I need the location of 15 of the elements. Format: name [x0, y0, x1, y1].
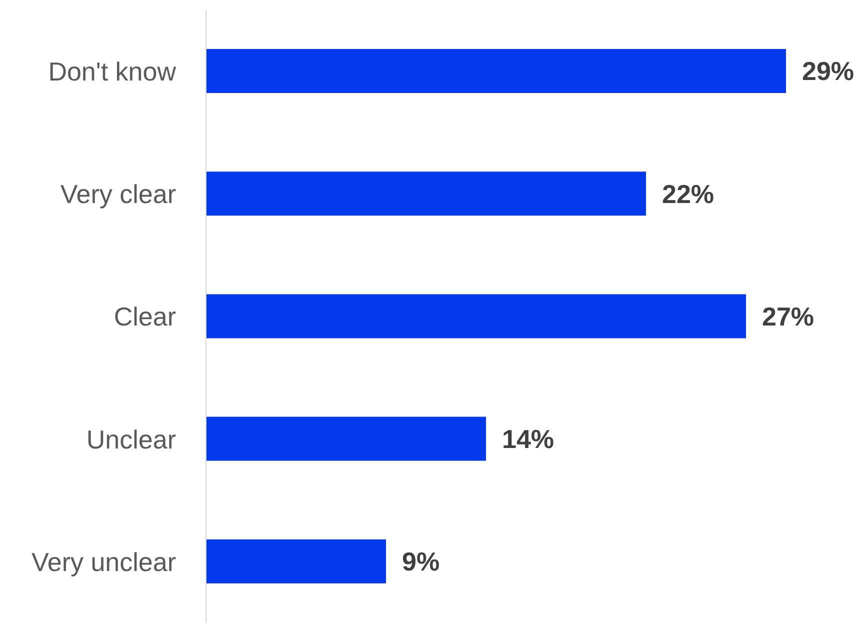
data-label: 27% — [762, 301, 814, 332]
y-tick-label: Very unclear — [31, 546, 176, 577]
y-tick-label: Clear — [114, 302, 176, 332]
bar — [206, 416, 486, 461]
data-label: 22% — [662, 178, 714, 209]
data-label: 29% — [802, 56, 854, 86]
bar — [206, 172, 646, 216]
data-label: 14% — [502, 424, 554, 454]
bar — [206, 49, 786, 93]
y-tick-label: Don't know — [48, 56, 176, 87]
bar — [206, 539, 386, 584]
bar — [206, 294, 746, 338]
data-label: 9% — [402, 546, 440, 577]
y-tick-label: Unclear — [86, 424, 176, 454]
y-tick-label: Very clear — [60, 179, 176, 210]
